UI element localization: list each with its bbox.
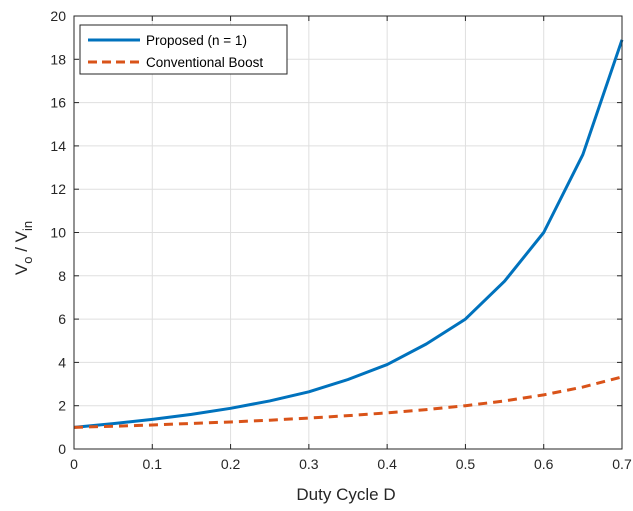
x-tick-label: 0.2 <box>221 456 241 472</box>
y-tick-label: 2 <box>58 398 66 414</box>
y-tick-label: 14 <box>50 138 66 154</box>
x-tick-label: 0.7 <box>612 456 632 472</box>
x-tick-label: 0.4 <box>377 456 397 472</box>
x-tick-label: 0.5 <box>456 456 476 472</box>
y-tick-label: 18 <box>50 51 66 67</box>
series-line-proposed <box>73 39 624 429</box>
y-tick-label: 4 <box>58 354 66 370</box>
y-tick-label: 0 <box>58 441 66 457</box>
legend: Proposed (n = 1) Conventional Boost <box>79 24 288 75</box>
y-tick-label: 20 <box>50 8 66 24</box>
y-axis-label-sub1: o <box>20 257 35 264</box>
y-axis-label-slash: / <box>12 242 31 256</box>
y-tick-label: 8 <box>58 268 66 284</box>
x-tick-label: 0 <box>70 456 78 472</box>
y-tick-label: 6 <box>58 311 66 327</box>
series-line-conventional <box>73 375 623 429</box>
y-axis-label-v1: V <box>12 263 31 275</box>
y-axis-label: Vo / Vin <box>12 221 35 275</box>
y-axis-label-v2: V <box>12 230 31 242</box>
x-tick-label: 0.1 <box>143 456 163 472</box>
y-tick-label: 16 <box>50 95 66 111</box>
series-lines <box>73 39 624 429</box>
legend-label-proposed: Proposed (n = 1) <box>146 33 247 48</box>
y-axis-label-sub2: in <box>20 221 35 231</box>
svg-text:Vo / Vin: Vo / Vin <box>12 221 35 275</box>
y-tick-label: 10 <box>50 225 66 241</box>
axis-ticks: 0 0.1 0.2 0.3 0.4 0.5 0.6 0.7 0 2 4 6 8 10 12 14 16 18 20 <box>50 8 632 472</box>
legend-box <box>79 24 288 75</box>
y-tick-label: 12 <box>50 181 66 197</box>
grid-lines <box>73 15 623 450</box>
x-tick-label: 0.3 <box>299 456 319 472</box>
legend-label-conventional: Conventional Boost <box>146 55 263 70</box>
x-axis-label: Duty Cycle D <box>296 485 395 504</box>
x-tick-label: 0.6 <box>534 456 554 472</box>
